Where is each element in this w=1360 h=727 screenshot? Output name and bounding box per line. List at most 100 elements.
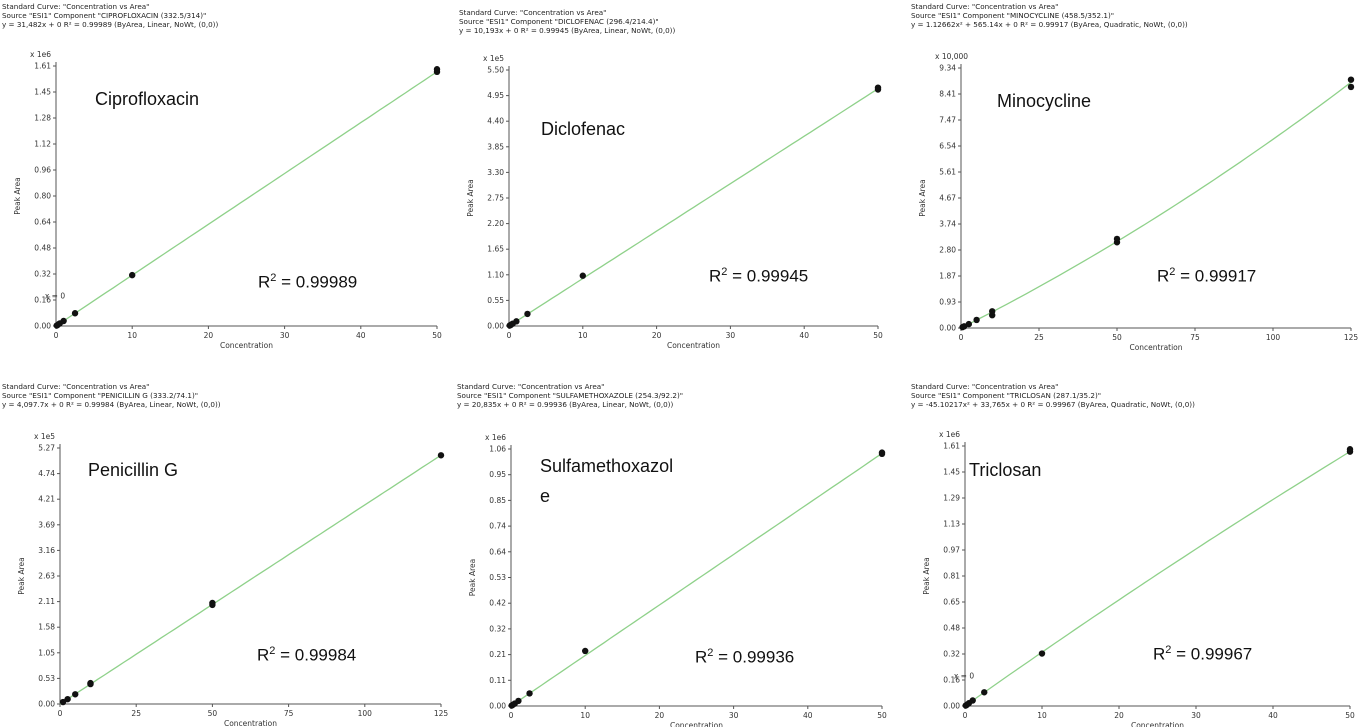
x-tick-label: 10 — [578, 331, 588, 340]
y-tick-label: 0.53 — [38, 674, 55, 683]
y-tick-label: 4.21 — [38, 495, 55, 504]
y-tick-label: 0.55 — [487, 296, 504, 305]
y-tick-label: 3.16 — [38, 546, 55, 555]
y-tick-label: 0.48 — [34, 244, 51, 253]
fit-line — [508, 88, 879, 327]
data-point — [1347, 83, 1355, 91]
r2-exponent: 2 — [721, 266, 728, 278]
r2-value: = 0.99967 — [1171, 644, 1253, 664]
data-point — [1347, 76, 1355, 83]
y-tick-label: 0.97 — [943, 546, 960, 555]
scatter-plot: x 1e5 0.00 0.53 1.05 1.58 2.11 2.63 3.16 3.69 4.2… — [17, 432, 449, 727]
y-axis-title: Peak Area — [918, 179, 927, 216]
chart-header-line-1: Standard Curve: "Concentration vs Area" — [911, 2, 1059, 11]
r2-symbol: R — [1157, 266, 1170, 286]
y-tick-label: 1.29 — [943, 494, 960, 503]
x-tick-label: 10 — [1037, 711, 1047, 720]
x-tick-label: 50 — [1112, 333, 1122, 342]
scatter-plot: x 1e6 0.00 0.11 0.21 0.32 0.42 0.53 0.64 0.74 0.8… — [468, 433, 887, 727]
data-point — [579, 272, 586, 279]
r2-symbol: R — [1153, 644, 1166, 664]
x-tick-label: 50 — [432, 331, 442, 340]
r2-value: = 0.99936 — [713, 647, 795, 667]
x-tick-label: 75 — [284, 709, 294, 718]
r2-exponent: 2 — [269, 645, 276, 657]
y-tick-label: 0.48 — [943, 624, 960, 633]
origin-marker-label: x = 0 — [954, 671, 974, 680]
y-multiplier: x 1e6 — [939, 430, 960, 439]
x-axis-title: Concentration — [224, 719, 277, 727]
data-point — [129, 271, 136, 279]
x-tick-label: 25 — [131, 709, 141, 718]
y-tick-label: 5.61 — [939, 168, 956, 177]
y-tick-label: 2.20 — [487, 219, 504, 228]
y-tick-label: 0.00 — [34, 322, 51, 331]
chart-header-line-1: Standard Curve: "Concentration vs Area" — [459, 8, 607, 17]
chart-panel-penicillin-g: Standard Curve: "Concentration vs Area" … — [0, 379, 449, 727]
chart-header-line-2: Source "ESI1" Component "CIPROFLOXACIN (… — [2, 11, 207, 20]
data-point — [437, 452, 445, 459]
chart-header-line-3: y = 1.12662x² + 565.14x + 0 R² = 0.99917… — [911, 20, 1188, 29]
x-tick-label: 0 — [58, 709, 63, 718]
x-tick-label: 0 — [509, 711, 514, 720]
y-tick-label: 3.69 — [38, 520, 55, 529]
fit-line — [510, 452, 883, 707]
data-point — [965, 320, 972, 328]
data-point — [878, 449, 886, 456]
y-axis-title: Peak Area — [468, 559, 477, 596]
x-tick-label: 50 — [877, 711, 887, 720]
x-tick-label: 75 — [1190, 333, 1200, 342]
y-tick-label: 1.05 — [38, 648, 55, 657]
y-tick-label: 6.54 — [939, 142, 956, 151]
x-axis-title: Concentration — [1129, 343, 1182, 352]
x-tick-label: 10 — [127, 331, 137, 340]
data-point — [71, 310, 79, 317]
data-point — [989, 308, 996, 315]
r-squared-label: R2 = 0.99945 — [709, 266, 808, 287]
data-point — [981, 689, 988, 696]
y-tick-label: 0.64 — [489, 547, 506, 556]
y-multiplier: x 1e6 — [485, 433, 506, 442]
x-tick-label: 0 — [959, 333, 964, 342]
data-point — [1346, 446, 1354, 453]
x-tick-label: 20 — [652, 331, 662, 340]
data-point — [87, 679, 94, 687]
y-tick-label: 0.21 — [489, 650, 506, 659]
r2-exponent: 2 — [1165, 644, 1172, 656]
data-point — [874, 84, 882, 91]
data-point — [524, 310, 531, 318]
y-tick-label: 4.40 — [487, 117, 504, 126]
x-tick-label: 30 — [726, 331, 736, 340]
chart-panel-triclosan: Standard Curve: "Concentration vs Area" … — [909, 379, 1360, 727]
y-tick-label: 0.65 — [943, 598, 960, 607]
y-multiplier: x 1e5 — [483, 54, 504, 63]
chart-header-line-2: Source "ESI1" Component "PENICILLIN G (3… — [2, 391, 199, 400]
y-tick-label: 0.95 — [489, 470, 506, 479]
x-axis-title: Concentration — [1131, 721, 1184, 727]
y-tick-label: 1.13 — [943, 520, 960, 529]
data-point — [969, 697, 976, 704]
y-tick-label: 0.00 — [487, 322, 504, 331]
compound-label: Diclofenac — [541, 119, 626, 139]
fit-line — [55, 71, 438, 327]
r-squared-label: R2 = 0.99936 — [695, 647, 794, 668]
y-tick-label: 0.16 — [943, 676, 960, 685]
chart-header-line-2: Source "ESI1" Component "SULFAMETHOXAZOL… — [457, 391, 684, 400]
x-tick-label: 50 — [208, 709, 218, 718]
data-point — [1038, 650, 1046, 657]
x-tick-label: 30 — [280, 331, 290, 340]
x-axis-title: Concentration — [220, 341, 273, 350]
scatter-plot: x 1e5 0.00 0.55 1.10 1.65 2.20 2.75 3.30 3.85 4.4… — [466, 54, 883, 350]
x-tick-label: 30 — [1191, 711, 1201, 720]
chart-header-line-1: Standard Curve: "Concentration vs Area" — [911, 382, 1059, 391]
chart-header-line-3: y = 20,835x + 0 R² = 0.99936 (ByArea, Li… — [457, 400, 674, 409]
r2-value: = 0.99917 — [1175, 266, 1257, 286]
x-tick-label: 125 — [434, 709, 449, 718]
y-tick-label: 0.53 — [489, 573, 506, 582]
r2-exponent: 2 — [1169, 266, 1176, 278]
y-tick-label: 0.96 — [34, 166, 51, 175]
x-tick-label: 20 — [204, 331, 214, 340]
y-multiplier: x 1e6 — [30, 50, 51, 59]
y-tick-label: 0.00 — [38, 700, 55, 709]
y-tick-label: 0.32 — [34, 270, 51, 279]
